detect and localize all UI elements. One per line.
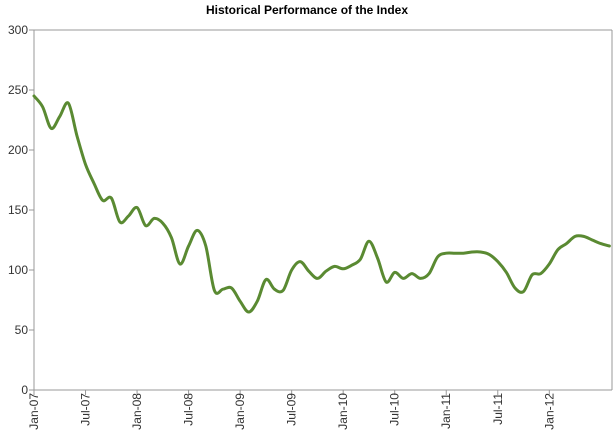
chart-title: Historical Performance of the Index — [206, 3, 408, 17]
series-line — [32, 94, 611, 314]
y-tick-label: 300 — [8, 23, 28, 37]
y-tick-label: 50 — [15, 323, 29, 337]
x-tick-label: Jul-10 — [388, 393, 402, 426]
x-tick-label: Jan-08 — [130, 393, 144, 430]
x-tick-label: Jul-07 — [79, 393, 93, 426]
x-tick-label: Jan-12 — [542, 393, 556, 430]
y-tick-label: 0 — [21, 383, 28, 397]
y-tick-label: 200 — [8, 143, 28, 157]
x-tick-label: Jul-08 — [182, 393, 196, 426]
x-tick-label: Jul-11 — [491, 393, 505, 425]
y-tick-label: 250 — [8, 83, 28, 97]
x-tick-label: Jan-09 — [233, 393, 247, 430]
x-axis: Jan-07 Jul-07 Jan-08 Jul-08 Jan-09 Jul-09 Jan-… — [27, 389, 612, 430]
x-tick-label: Jan-11 — [439, 393, 453, 429]
x-tick-label: Jul-09 — [285, 393, 299, 426]
x-tick-label: Jan-10 — [336, 393, 350, 430]
y-tick-label: 100 — [8, 263, 28, 277]
y-tick-label: 150 — [8, 203, 28, 217]
y-axis: 0 50 100 150 200 250 300 — [8, 23, 35, 397]
x-tick-label: Jan-07 — [27, 393, 41, 430]
